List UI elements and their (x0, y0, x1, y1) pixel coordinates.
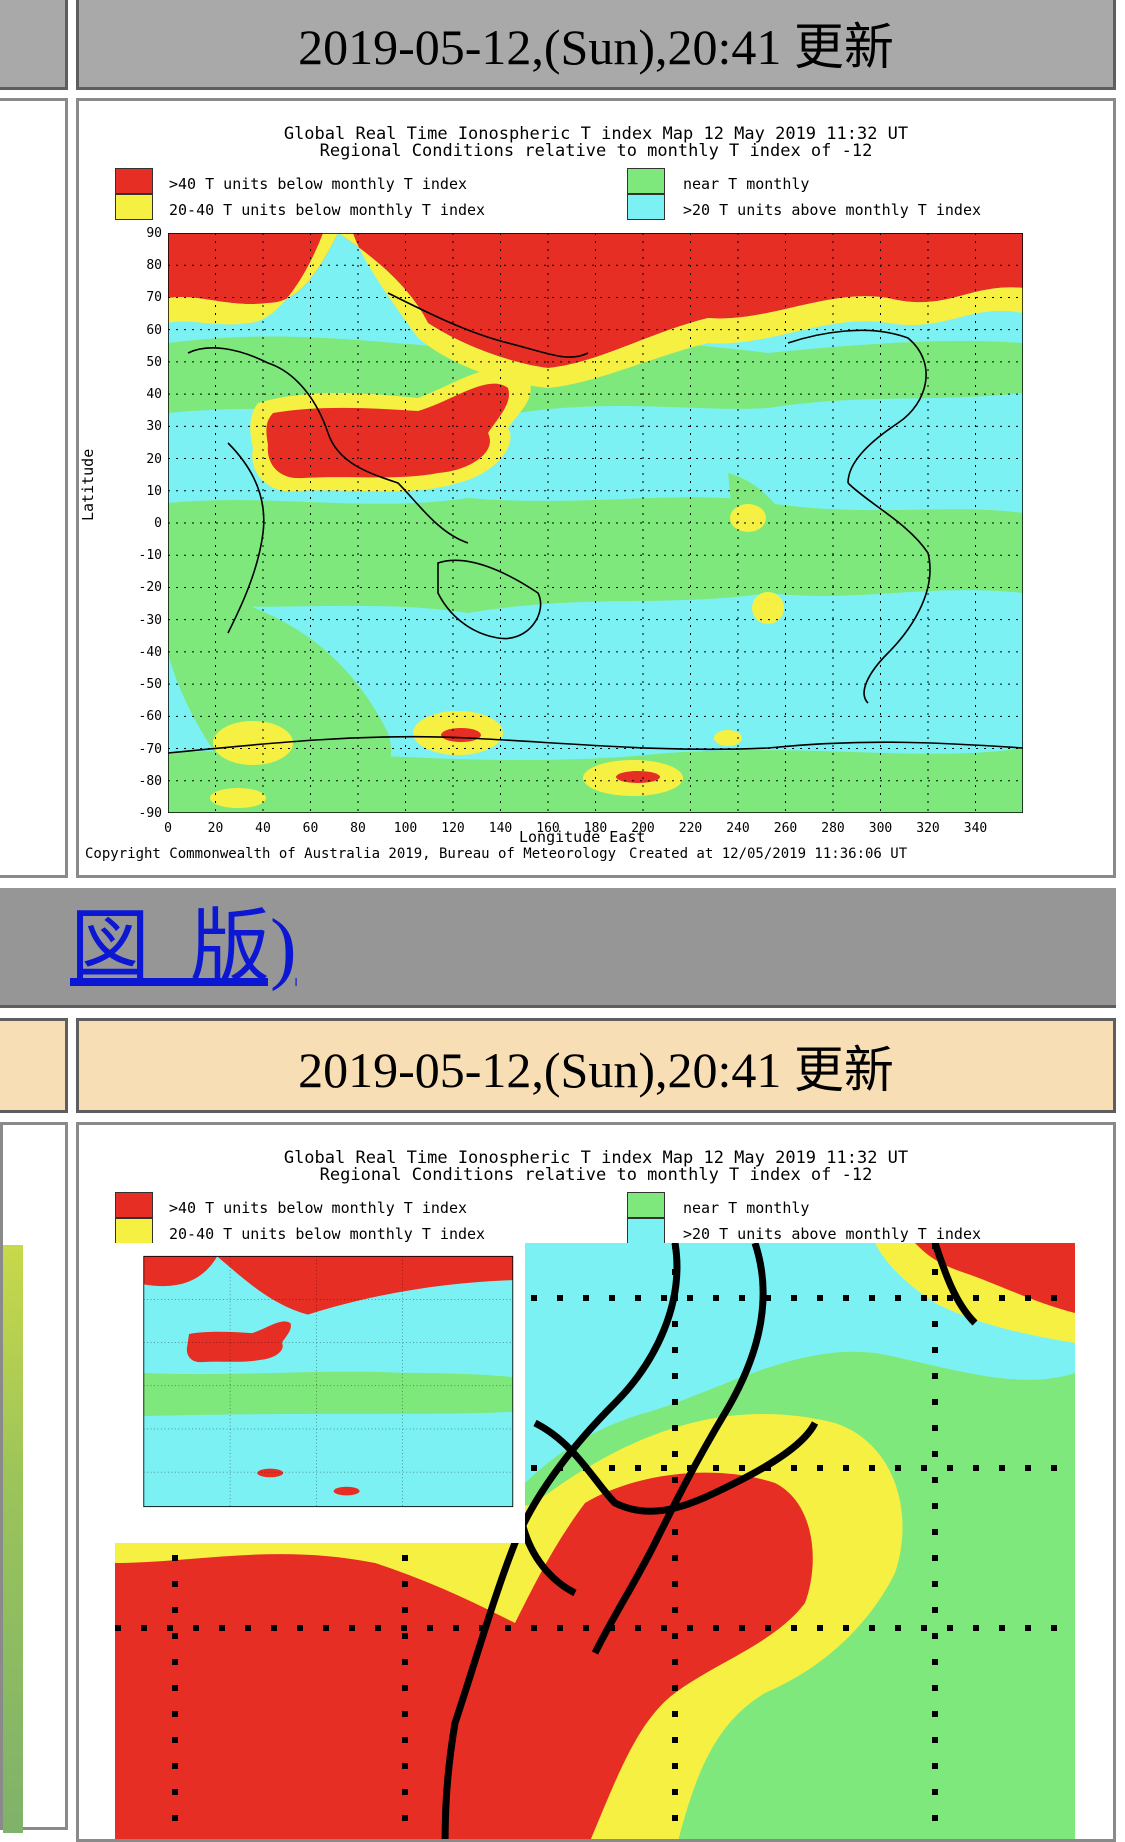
y-tick-label: 70 (146, 290, 162, 306)
legend-label-cyan: >20 T units above monthly T index (683, 201, 982, 219)
x-tick-label: 40 (255, 821, 271, 836)
x-tick-label: 120 (441, 821, 465, 836)
update-timestamp: 2019-05-12,(Sun),20:41 更新 (298, 18, 894, 75)
x-tick-label: 220 (678, 821, 703, 836)
legend2-swatch-yellow (115, 1218, 153, 1244)
x-tick-label: 20 (207, 821, 224, 836)
y-tick-label: -70 (138, 741, 162, 757)
y-tick-label: 10 (146, 483, 162, 499)
legend2-swatch-red (115, 1192, 153, 1218)
legend2-label-green: near T monthly (683, 1199, 810, 1217)
x-tick-label: 160 (536, 821, 560, 836)
x-axis-label: Longitude East (519, 828, 646, 846)
update-timestamp-2: 2019-05-12,(Sun),20:41 更新 (298, 1041, 894, 1098)
x-tick-label: 200 (631, 821, 655, 836)
y-tick-label: -60 (138, 709, 162, 725)
t-index-map (168, 233, 1023, 813)
x-tick-label: 260 (773, 821, 798, 836)
legend-swatch-cyan (627, 194, 665, 220)
map-title: Global Real Time Ionospheric T index Map… (283, 124, 909, 144)
y-tick-label: -90 (138, 806, 162, 821)
legend-label-yellow: 20-40 T units below monthly T index (169, 201, 486, 219)
legend2-swatch-green (627, 1192, 665, 1218)
t-index-map-panel-2[interactable]: Global Real Time Ionospheric T index Map… (76, 1122, 1116, 1842)
legend2-swatch-cyan (627, 1218, 665, 1244)
created-timestamp: Created at 12/05/2019 11:36:06 UT (629, 846, 908, 862)
link-bar: 図 版) (0, 888, 1116, 1008)
y-tick-label: -40 (138, 644, 162, 660)
y-tick-label: -30 (138, 612, 162, 628)
x-tick-label: 140 (488, 821, 513, 836)
date-header-2: 2019-05-12,(Sun),20:41 更新 (76, 1018, 1116, 1113)
y-axis-label: Latitude (79, 448, 97, 521)
x-tick-label: 240 (726, 821, 750, 836)
figure-link[interactable]: 図 版) (70, 904, 297, 992)
y-tick-label: -80 (138, 773, 162, 789)
left-header-cell-2 (0, 1018, 68, 1113)
legend-label-green: near T monthly (683, 175, 810, 193)
x-tick-label: 60 (302, 821, 319, 836)
x-tick-label: 180 (583, 821, 608, 836)
legend2-label-yellow: 20-40 T units below monthly T index (169, 1225, 486, 1243)
left-zoom-strip (0, 1122, 68, 1833)
x-tick-label: 300 (868, 821, 893, 836)
y-tick-label: -10 (138, 548, 162, 564)
map2-title: Global Real Time Ionospheric T index Map… (283, 1148, 909, 1168)
x-tick-label: 320 (916, 821, 940, 836)
y-tick-label: 90 (146, 226, 162, 241)
y-tick-label: 80 (146, 258, 162, 274)
inset-map-thumbnail (115, 1243, 525, 1543)
legend-swatch-yellow (115, 194, 153, 220)
legend2-label-red: >40 T units below monthly T index (169, 1199, 468, 1217)
left-zoom-sliver (3, 1245, 23, 1833)
y-tick-label: 40 (146, 387, 162, 403)
y-tick-label: 0 (154, 516, 162, 531)
legend-label-red: >40 T units below monthly T index (169, 175, 468, 193)
legend2-label-cyan: >20 T units above monthly T index (683, 1225, 982, 1243)
y-tick-label: 30 (146, 419, 162, 435)
x-tick-label: 80 (350, 821, 366, 836)
x-tick-label: 0 (164, 821, 172, 836)
legend-swatch-red (115, 168, 153, 194)
copyright-text: Copyright Commonwealth of Australia 2019… (85, 846, 617, 862)
x-tick-label: 340 (963, 821, 988, 836)
legend-swatch-green (627, 168, 665, 194)
t-index-map-panel-1[interactable]: Global Real Time Ionospheric T index Map… (76, 98, 1116, 878)
y-tick-label: 20 (146, 451, 162, 467)
left-header-cell (0, 0, 68, 90)
map-subtitle: Regional Conditions relative to monthly … (319, 141, 873, 161)
y-tick-label: 60 (146, 322, 162, 338)
map2-subtitle: Regional Conditions relative to monthly … (319, 1165, 873, 1185)
x-tick-label: 100 (393, 821, 418, 836)
y-tick-label: 50 (146, 354, 162, 370)
left-blank-cell (0, 98, 68, 878)
x-tick-label: 280 (821, 821, 845, 836)
date-header-1: 2019-05-12,(Sun),20:41 更新 (76, 0, 1116, 90)
y-tick-label: -50 (138, 677, 162, 693)
y-tick-label: -20 (138, 580, 162, 596)
